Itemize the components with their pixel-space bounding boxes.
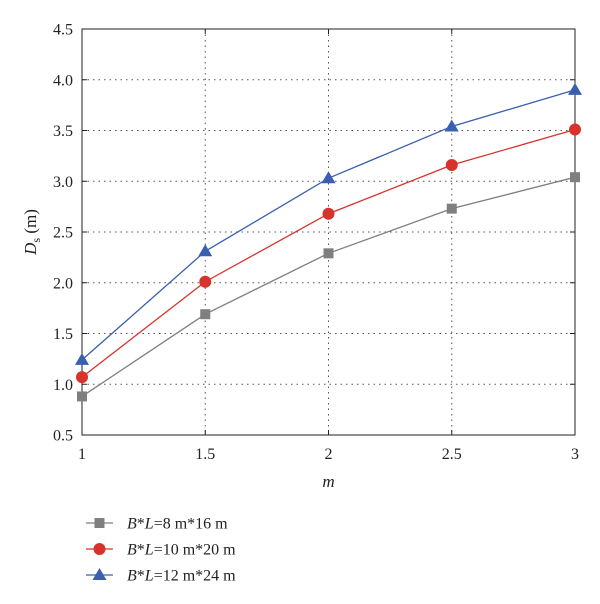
square-marker <box>323 248 334 259</box>
square-marker <box>77 391 87 402</box>
series-3 <box>75 82 582 365</box>
legend-item: B*L=8 m*16 m <box>86 516 228 533</box>
y-axis-title-unit: (m) <box>21 209 40 234</box>
y-tick-label: 2.0 <box>53 275 73 292</box>
y-tick-label: 1.0 <box>53 377 73 394</box>
triangle-marker <box>321 171 336 184</box>
y-tick-label: 4.0 <box>53 72 73 89</box>
x-tick-label: 2 <box>325 446 333 463</box>
y-tick-label: 1.5 <box>53 326 73 343</box>
y-tick-label: 3.5 <box>53 123 73 140</box>
x-tick-label: 3 <box>571 446 579 463</box>
square-marker <box>446 203 457 214</box>
series-1 <box>77 172 580 402</box>
legend: B*L=8 m*16 m B*L=10 m*20 m B*L=12 m*24 m <box>86 516 236 585</box>
triangle-marker <box>568 82 582 95</box>
y-tick-label: 4.5 <box>53 22 73 39</box>
legend-label: B*L=10 m*20 m <box>127 542 236 559</box>
series-2 <box>76 123 581 384</box>
circle-marker <box>445 159 458 172</box>
square-marker <box>200 309 211 320</box>
y-tick-label: 3.0 <box>53 174 73 191</box>
x-axis-title: m <box>322 472 334 491</box>
y-axis-title-sub: s <box>29 238 43 243</box>
grid-lines <box>82 29 575 435</box>
legend-label: B*L=12 m*24 m <box>127 568 236 585</box>
square-marker <box>94 518 105 528</box>
y-axis-title-main: D <box>21 242 40 256</box>
circle-marker <box>93 543 106 555</box>
legend-item: B*L=12 m*24 m <box>86 568 236 585</box>
triangle-marker <box>198 244 213 257</box>
y-tick-label: 0.5 <box>53 428 73 445</box>
series-group <box>75 82 582 402</box>
x-tick-label: 1 <box>78 446 86 463</box>
circle-marker <box>569 123 581 136</box>
y-tick-label: 2.5 <box>53 225 73 242</box>
y-axis-title: Ds (m) <box>21 209 43 256</box>
square-marker <box>570 172 580 183</box>
circle-marker <box>76 371 88 384</box>
triangle-marker <box>92 568 107 580</box>
x-tick-label: 1.5 <box>195 446 215 463</box>
circle-marker <box>199 275 212 288</box>
x-tick-label: 2.5 <box>442 446 462 463</box>
circle-marker <box>322 207 335 220</box>
legend-label: B*L=8 m*16 m <box>127 516 228 533</box>
triangle-marker <box>444 119 459 132</box>
triangle-marker <box>75 352 89 365</box>
legend-item: B*L=10 m*20 m <box>86 542 236 559</box>
tick-labels: 1 1.5 2 2.5 3 0.5 1.0 1.5 2.0 2.5 3.0 3.5 4.0 4.5 <box>53 22 579 464</box>
